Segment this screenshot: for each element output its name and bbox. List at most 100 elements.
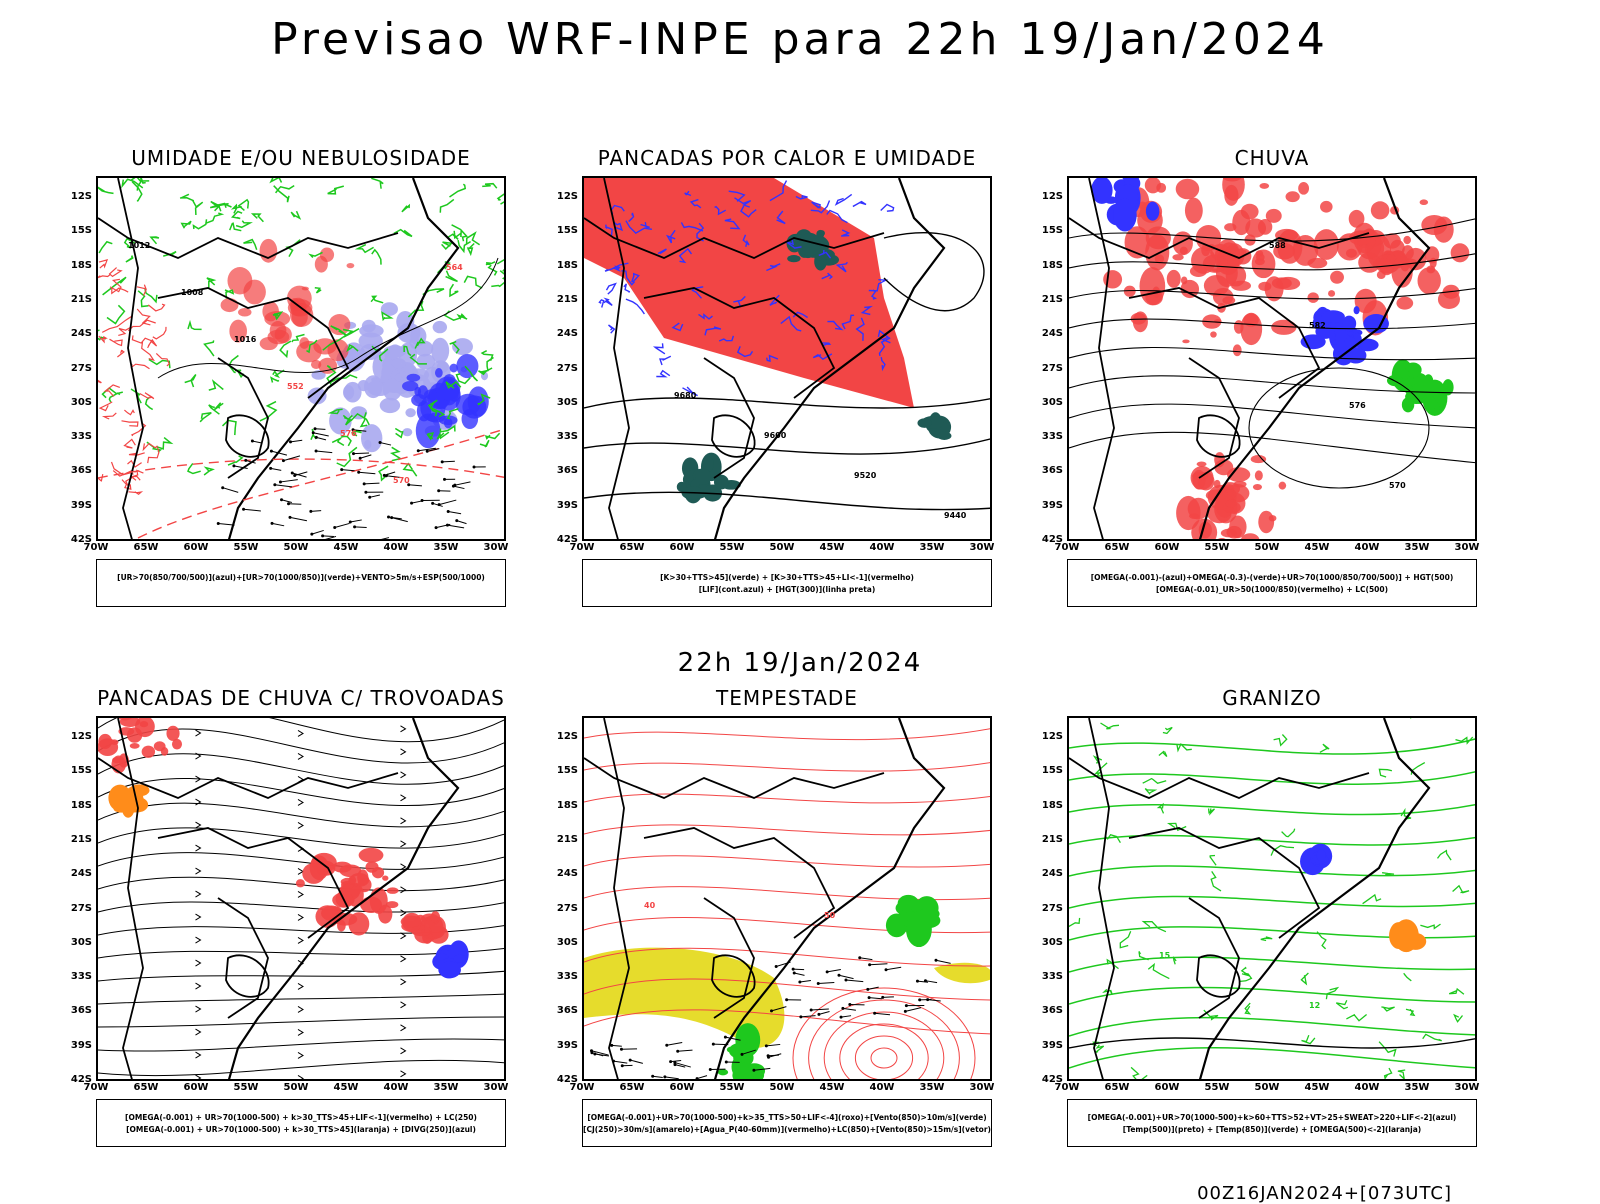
lon-tick-label: 70W <box>562 1082 602 1093</box>
lon-tick-label: 45W <box>812 1082 852 1093</box>
lon-tick-label: 50W <box>762 1082 802 1093</box>
lat-tick-label: 27S <box>550 903 578 914</box>
sub-title: 22h 19/Jan/2024 <box>0 648 1600 678</box>
lon-tick-label: 55W <box>1197 1082 1237 1093</box>
lon-tick-label: 40W <box>862 1082 902 1093</box>
svg-text:12: 12 <box>1309 1001 1320 1010</box>
lon-tick-label: 35W <box>426 1082 466 1093</box>
panel-map <box>96 716 506 1081</box>
lat-tick-label: 33S <box>1035 431 1063 442</box>
panel-legend: [OMEGA(-0.001)+UR>70(1000-500)+k>35_TTS>… <box>582 1099 992 1147</box>
lat-tick-label: 18S <box>550 800 578 811</box>
lon-tick-label: 40W <box>376 542 416 553</box>
lon-tick-label: 65W <box>612 1082 652 1093</box>
lat-tick-label: 21S <box>550 834 578 845</box>
svg-text:582: 582 <box>1309 321 1326 330</box>
lat-tick-label: 24S <box>1035 328 1063 339</box>
panel-title: GRANIZO <box>1067 686 1477 710</box>
svg-text:588: 588 <box>1269 241 1286 250</box>
lat-tick-label: 15S <box>550 765 578 776</box>
map-plot: 40 50 <box>584 718 992 1081</box>
lon-tick-label: 30W <box>1447 542 1487 553</box>
lat-tick-label: 24S <box>550 868 578 879</box>
legend-line: [OMEGA(-0.001)-(azul)+OMEGA(-0.3)-(verde… <box>1068 572 1476 584</box>
lon-tick-label: 65W <box>126 542 166 553</box>
lon-tick-label: 50W <box>1247 542 1287 553</box>
lon-tick-label: 70W <box>562 542 602 553</box>
lon-tick-label: 55W <box>712 1082 752 1093</box>
lon-tick-label: 35W <box>1397 1082 1437 1093</box>
lat-tick-label: 33S <box>550 431 578 442</box>
lat-tick-label: 30S <box>64 937 92 948</box>
lat-tick-label: 24S <box>64 328 92 339</box>
panel-title: CHUVA <box>1067 146 1477 170</box>
lat-tick-label: 33S <box>1035 971 1063 982</box>
svg-text:15: 15 <box>1159 951 1171 960</box>
lon-tick-label: 60W <box>662 542 702 553</box>
lon-tick-label: 65W <box>1097 542 1137 553</box>
svg-text:9600: 9600 <box>764 431 787 440</box>
lat-tick-label: 27S <box>1035 903 1063 914</box>
svg-text:9680: 9680 <box>674 391 697 400</box>
svg-text:1016: 1016 <box>234 335 257 344</box>
lat-tick-label: 12S <box>1035 731 1063 742</box>
lon-tick-label: 70W <box>76 542 116 553</box>
lat-tick-label: 18S <box>550 260 578 271</box>
lon-tick-label: 60W <box>1147 542 1187 553</box>
lat-tick-label: 21S <box>64 294 92 305</box>
panel-title: UMIDADE E/OU NEBULOSIDADE <box>96 146 506 170</box>
legend-line: [CJ(250)>30m/s](amarelo)+[Agua_P(40-60mm… <box>583 1124 991 1136</box>
lat-tick-label: 27S <box>550 363 578 374</box>
map-plot: 588 582 576 570 <box>1069 178 1477 541</box>
lon-tick-label: 65W <box>1097 1082 1137 1093</box>
legend-line: [UR>70(850/700/500)](azul)+[UR>70(1000/8… <box>97 572 505 584</box>
svg-text:552: 552 <box>287 382 304 391</box>
legend-line: [LIF](cont.azul) + [HGT(300)](linha pret… <box>583 584 991 596</box>
svg-text:576: 576 <box>1349 401 1366 410</box>
lon-tick-label: 35W <box>912 542 952 553</box>
lon-tick-label: 60W <box>176 542 216 553</box>
panel-legend: [OMEGA(-0.001)+UR>70(1000-500)+k>60+TTS>… <box>1067 1099 1477 1147</box>
lon-tick-label: 40W <box>862 542 902 553</box>
lat-tick-label: 15S <box>64 225 92 236</box>
lat-tick-label: 21S <box>550 294 578 305</box>
svg-text:9520: 9520 <box>854 471 877 480</box>
panel-map: 588 582 576 570 <box>1067 176 1477 541</box>
legend-line: [OMEGA(-0.001)+UR>70(1000-500)+k>35_TTS>… <box>583 1112 991 1124</box>
lat-tick-label: 27S <box>64 363 92 374</box>
lon-tick-label: 65W <box>126 1082 166 1093</box>
svg-text:1008: 1008 <box>181 288 204 297</box>
lat-tick-label: 12S <box>550 191 578 202</box>
svg-text:50: 50 <box>824 911 836 920</box>
lat-tick-label: 33S <box>64 431 92 442</box>
lon-tick-label: 45W <box>1297 542 1337 553</box>
panel-title: TEMPESTADE <box>582 686 992 710</box>
lat-tick-label: 39S <box>64 1040 92 1051</box>
panel-legend: [OMEGA(-0.001)-(azul)+OMEGA(-0.3)-(verde… <box>1067 559 1477 607</box>
lon-tick-label: 50W <box>1247 1082 1287 1093</box>
lon-tick-label: 55W <box>1197 542 1237 553</box>
lon-tick-label: 40W <box>376 1082 416 1093</box>
lat-tick-label: 36S <box>64 1005 92 1016</box>
svg-text:40: 40 <box>644 901 656 910</box>
lon-tick-label: 55W <box>226 542 266 553</box>
lon-tick-label: 30W <box>962 1082 1002 1093</box>
svg-text:1012: 1012 <box>128 241 150 250</box>
lat-tick-label: 30S <box>1035 937 1063 948</box>
lon-tick-label: 45W <box>326 1082 366 1093</box>
lat-tick-label: 18S <box>1035 260 1063 271</box>
lat-tick-label: 12S <box>64 191 92 202</box>
svg-text:570: 570 <box>1389 481 1406 490</box>
lat-tick-label: 33S <box>64 971 92 982</box>
legend-line: [OMEGA(-0.01)_UR>50(1000/850)(vermelho) … <box>1068 584 1476 596</box>
lat-tick-label: 24S <box>64 868 92 879</box>
lat-tick-label: 12S <box>1035 191 1063 202</box>
legend-line: [OMEGA(-0.001)+UR>70(1000-500)+k>60+TTS>… <box>1068 1112 1476 1124</box>
lon-tick-label: 65W <box>612 542 652 553</box>
lat-tick-label: 30S <box>64 397 92 408</box>
